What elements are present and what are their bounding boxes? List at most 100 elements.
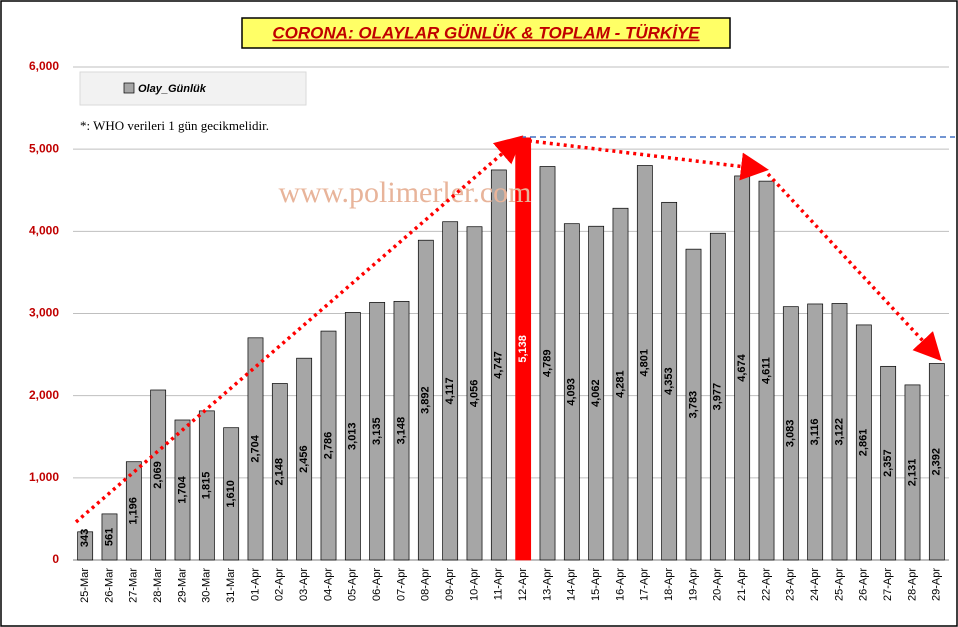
x-tick-label: 23-Apr: [785, 568, 797, 601]
bar: [831, 303, 848, 561]
x-tick-label: 29-Mar: [176, 568, 188, 603]
x-tick-label: 13-Apr: [541, 568, 553, 601]
bar: [296, 357, 313, 561]
x-tick-label: 24-Apr: [809, 568, 821, 601]
y-tick-label: 0: [52, 552, 59, 566]
data-label: 2,069: [152, 461, 164, 489]
data-label: 2,704: [249, 434, 261, 462]
x-tick-label: 05-Apr: [347, 568, 359, 601]
x-tick-label: 18-Apr: [663, 568, 675, 601]
x-tick-label: 17-Apr: [639, 568, 651, 601]
bar: [320, 330, 337, 561]
data-label: 3,783: [687, 391, 699, 419]
x-tick-label: 08-Apr: [420, 568, 432, 601]
data-label: 2,786: [322, 432, 334, 460]
data-label: 3,977: [712, 383, 724, 411]
bar: [709, 232, 726, 561]
data-label: 2,456: [298, 445, 310, 473]
bar: [77, 531, 94, 561]
data-label: 4,093: [566, 378, 578, 406]
x-tick-label: 20-Apr: [712, 568, 724, 601]
bar: [150, 389, 167, 561]
data-label: 1,610: [225, 480, 237, 508]
x-tick-label: 26-Mar: [103, 568, 115, 603]
x-tick-label: 02-Apr: [274, 568, 286, 601]
note: *: WHO verileri 1 gün gecikmelidir.: [80, 118, 269, 133]
data-label: 4,747: [493, 351, 505, 379]
bar: [636, 165, 653, 561]
legend-box: [79, 71, 307, 106]
x-tick-label: 27-Mar: [128, 568, 140, 603]
x-tick-label: 15-Apr: [590, 568, 602, 601]
bar: [782, 306, 799, 561]
bar: [442, 221, 459, 561]
bar: [880, 365, 897, 561]
data-label: 3,083: [785, 420, 797, 448]
data-label: 561: [103, 528, 115, 546]
data-label: 4,611: [760, 357, 772, 384]
data-label: 3,013: [347, 422, 359, 450]
data-label: 2,392: [931, 448, 943, 476]
bar: [101, 513, 118, 561]
y-tick-label: 2,000: [29, 388, 59, 402]
x-tick-label: 03-Apr: [298, 568, 310, 601]
x-tick-label: 29-Apr: [931, 568, 943, 601]
data-label: 4,117: [444, 377, 456, 404]
bar: [855, 324, 872, 561]
data-label: 1,815: [201, 472, 213, 500]
data-label: 4,353: [663, 367, 675, 395]
bar: [661, 201, 678, 561]
bar: [904, 384, 921, 561]
bar: [685, 248, 702, 561]
data-label: 1,704: [176, 475, 188, 503]
bar: [369, 302, 386, 561]
data-label: 3,122: [833, 418, 845, 446]
x-tick-label: 14-Apr: [566, 568, 578, 601]
bar: [198, 410, 215, 561]
x-tick-label: 28-Apr: [906, 568, 918, 601]
plot: 0 1,000 2,000 3,000 4,000 5,000 6,000 25-Mar 343…: [29, 59, 949, 603]
data-label: 5,138: [517, 335, 529, 363]
chart-title: CORONA: OLAYLAR GÜNLÜK & TOPLAM - TÜRKİY…: [272, 23, 700, 42]
watermark: www.polimerler.com: [279, 176, 532, 209]
bar: [247, 337, 264, 561]
data-label: 4,062: [590, 379, 602, 407]
x-tick-label: 19-Apr: [687, 568, 699, 601]
legend-swatch: [123, 82, 135, 94]
x-tick-label: 26-Apr: [858, 568, 870, 601]
data-label: 4,674: [736, 353, 748, 381]
bar: [563, 223, 580, 561]
x-tick-label: 22-Apr: [760, 568, 772, 601]
bar: [393, 300, 410, 561]
data-label: 2,357: [882, 449, 894, 477]
bar: [807, 303, 824, 561]
x-tick-label: 25-Mar: [79, 568, 91, 603]
data-label: 4,281: [614, 370, 626, 398]
x-tick-label: 04-Apr: [322, 568, 334, 601]
title-box: [241, 17, 731, 49]
x-tick-label: 25-Apr: [833, 568, 845, 601]
data-label: 2,148: [274, 458, 286, 486]
x-tick-label: 01-Apr: [249, 568, 261, 601]
y-tick-label: 1,000: [29, 470, 59, 484]
bar: [223, 427, 240, 561]
bar: [612, 207, 629, 561]
x-tick-label: 06-Apr: [371, 568, 383, 601]
x-tick-label: 27-Apr: [882, 568, 894, 601]
bar: [271, 383, 288, 561]
x-tick-label: 31-Mar: [225, 568, 237, 603]
data-label: 3,135: [371, 417, 383, 445]
y-tick-label: 3,000: [29, 306, 59, 320]
data-label: 1,196: [128, 497, 140, 525]
x-tick-label: 11-Apr: [493, 568, 505, 601]
bar: [539, 166, 556, 561]
y-tick-label: 6,000: [29, 59, 59, 73]
data-label: 343: [79, 529, 91, 547]
bar: [588, 225, 605, 561]
data-label: 2,861: [858, 429, 870, 457]
data-label: 2,131: [906, 459, 918, 487]
bar: [490, 169, 507, 561]
bar: [466, 226, 483, 561]
data-label: 3,892: [420, 386, 432, 414]
